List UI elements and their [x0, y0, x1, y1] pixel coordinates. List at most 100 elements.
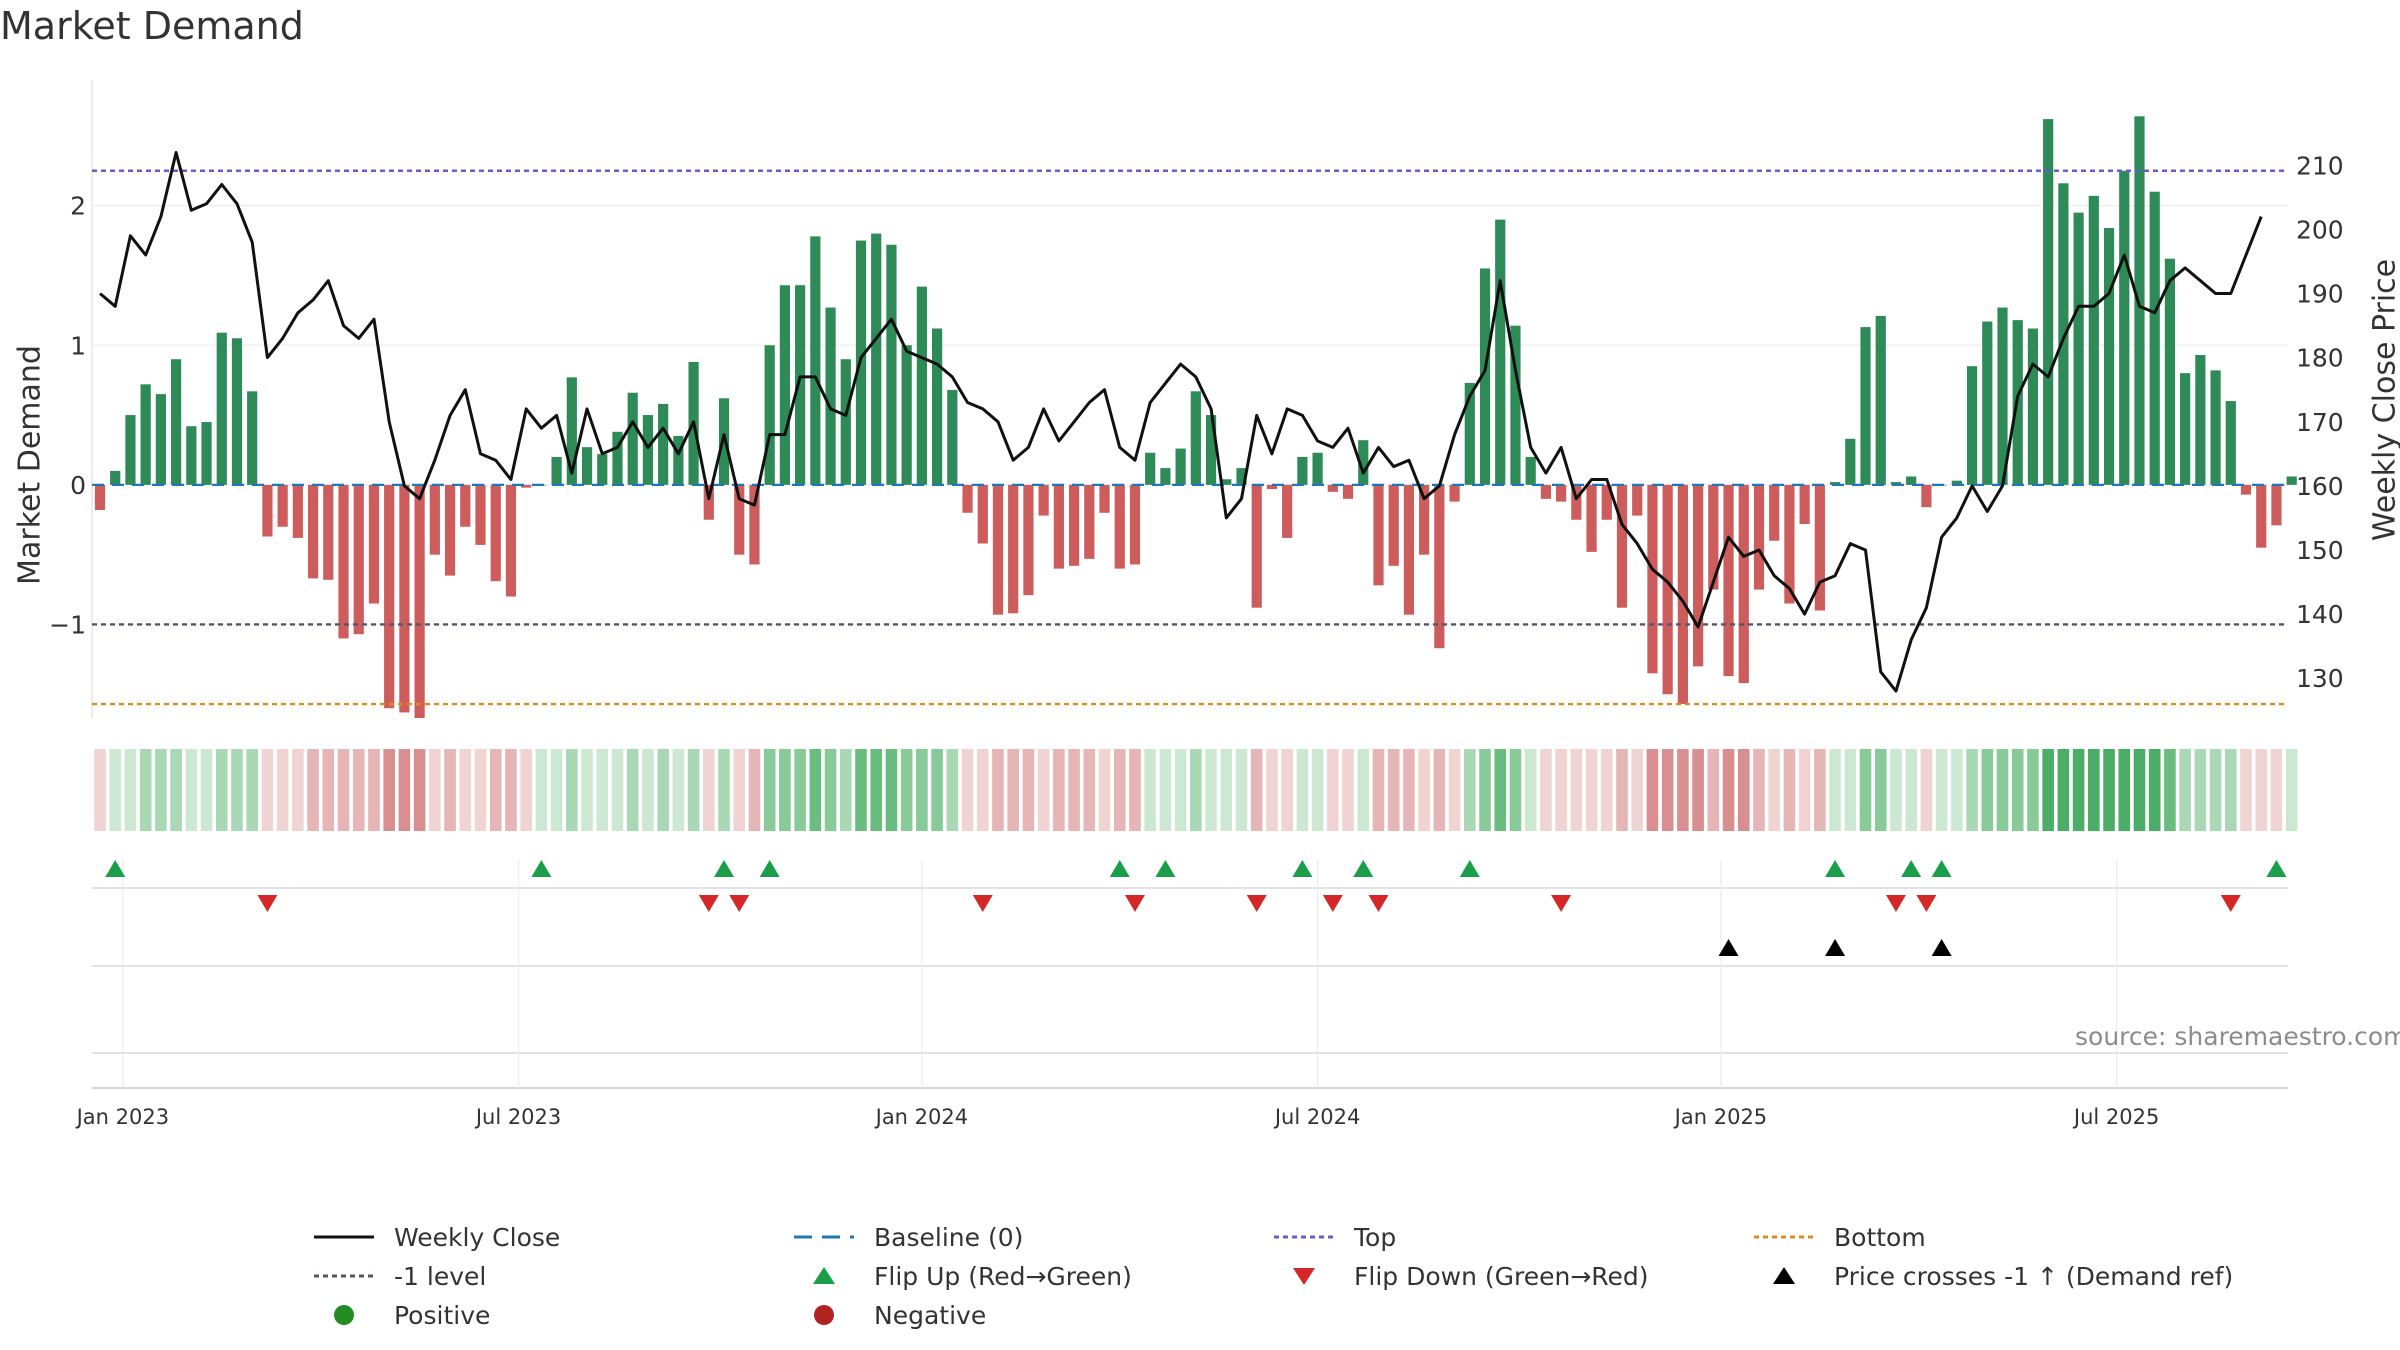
demand-strip-cell [505, 749, 517, 831]
y-tick-label-right: 190 [2296, 280, 2344, 309]
demand-bar [1160, 468, 1171, 485]
flip-up-marker [1931, 860, 1952, 877]
demand-strip-cell [1722, 749, 1735, 831]
demand-bar [658, 403, 669, 485]
legend-label: Negative [874, 1300, 987, 1330]
demand-strip-cell [2118, 749, 2131, 831]
demand-strip-cell [703, 749, 715, 831]
triangle-up-icon [813, 1267, 835, 1284]
demand-bar [1799, 484, 1810, 524]
y-tick-label-right: 160 [2296, 472, 2344, 501]
demand-bar [1495, 219, 1506, 485]
demand-bar [338, 484, 349, 639]
demand-strip-cell [2179, 749, 2191, 831]
demand-bar [216, 332, 227, 485]
demand-strip-cell [2057, 749, 2070, 831]
legend-item-positive: Positive [312, 1300, 490, 1330]
demand-bar [1693, 484, 1704, 667]
demand-bar [2103, 227, 2115, 485]
demand-strip-cell [642, 749, 654, 831]
flip-up-marker [2266, 860, 2287, 877]
demand-strip-cell [2209, 749, 2222, 831]
legend-item-weekly-close: Weekly Close [312, 1222, 560, 1252]
demand-bar [353, 484, 364, 635]
demand-strip-cell [1905, 749, 1917, 831]
legend-item-baseline: Baseline (0) [792, 1222, 1023, 1252]
x-tick-label: Jan 2023 [75, 1105, 170, 1129]
legend-item-flip-down: Flip Down (Green→Red) [1272, 1261, 1649, 1291]
demand-strip-cell [1403, 749, 1415, 831]
demand-bar [1738, 484, 1749, 684]
legend-item-cross: Price crosses -1 ↑ (Demand ref) [1752, 1261, 2233, 1291]
legend-label: Weekly Close [394, 1222, 561, 1252]
chart-title: Market Demand [0, 4, 304, 48]
demand-bar [1099, 484, 1110, 513]
demand-strip-cell [1616, 749, 1628, 831]
demand-bar [886, 244, 897, 485]
flip-down-marker [1322, 895, 1343, 912]
demand-strip-cell [1631, 749, 1644, 831]
demand-bar [1358, 440, 1369, 485]
demand-strip-cell [2133, 749, 2146, 831]
demand-bar [551, 456, 562, 485]
demand-bar [779, 285, 790, 485]
demand-strip-cell [1798, 749, 1811, 831]
demand-bar [414, 484, 425, 718]
demand-strip-cell [657, 749, 669, 831]
demand-bar [1038, 484, 1049, 516]
demand-strip-cell [307, 749, 319, 831]
flip-up-marker [714, 860, 735, 877]
demand-strip-cell [337, 749, 350, 831]
demand-bar [292, 484, 303, 538]
demand-bar [429, 484, 440, 555]
demand-strip-cell [489, 749, 502, 831]
demand-strip-cell [1951, 749, 1963, 831]
demand-strip-cell [1890, 749, 1902, 831]
demand-strip-cell [2148, 749, 2161, 831]
demand-bar [1906, 476, 1917, 485]
demand-bar [505, 484, 517, 597]
demand-bar [2240, 484, 2252, 495]
demand-bar [384, 484, 395, 709]
demand-bar [2225, 401, 2236, 485]
demand-strip-cell [383, 749, 395, 831]
demand-bar [764, 345, 775, 485]
demand-bar [1784, 484, 1795, 604]
demand-bar [1966, 366, 1978, 485]
flip-down-marker [257, 895, 278, 912]
demand-bar [460, 484, 471, 527]
demand-strip-cell [1753, 749, 1765, 831]
demand-strip-cell [1677, 749, 1689, 831]
y-tick-label-right: 210 [2296, 151, 2344, 180]
demand-strip-cell [687, 749, 700, 831]
demand-strip-cell [429, 749, 441, 831]
demand-bar [1982, 321, 1993, 485]
demand-bar [1845, 438, 1856, 485]
demand-bar [277, 484, 288, 527]
demand-strip-cell [1190, 749, 1202, 831]
demand-bar [1221, 479, 1232, 485]
demand-bar [2088, 195, 2099, 485]
demand-strip-cell [1464, 749, 1476, 831]
demand-strip-cell [1524, 749, 1537, 831]
demand-bar [1053, 484, 1064, 569]
y-tick-label-left: 1 [70, 331, 86, 360]
demand-strip-cell [535, 749, 548, 831]
demand-bar [2058, 183, 2069, 485]
demand-strip-cell [124, 749, 137, 831]
demand-strip-cell [2255, 749, 2268, 831]
demand-bar [2164, 258, 2176, 485]
demand-strip-cell [779, 749, 791, 831]
demand-bar [368, 484, 380, 604]
demand-strip-cell [94, 749, 106, 831]
flip-up-marker [1155, 860, 1176, 877]
demand-bar [1510, 325, 1521, 485]
demand-strip-cell [916, 749, 928, 831]
demand-bar [1601, 484, 1612, 520]
demand-bar [1632, 484, 1643, 516]
demand-strip-cell [566, 749, 578, 831]
demand-bar [1708, 484, 1719, 590]
x-tick-label: Jul 2023 [474, 1105, 561, 1129]
demand-bar [947, 389, 958, 485]
demand-bar [1373, 484, 1384, 586]
